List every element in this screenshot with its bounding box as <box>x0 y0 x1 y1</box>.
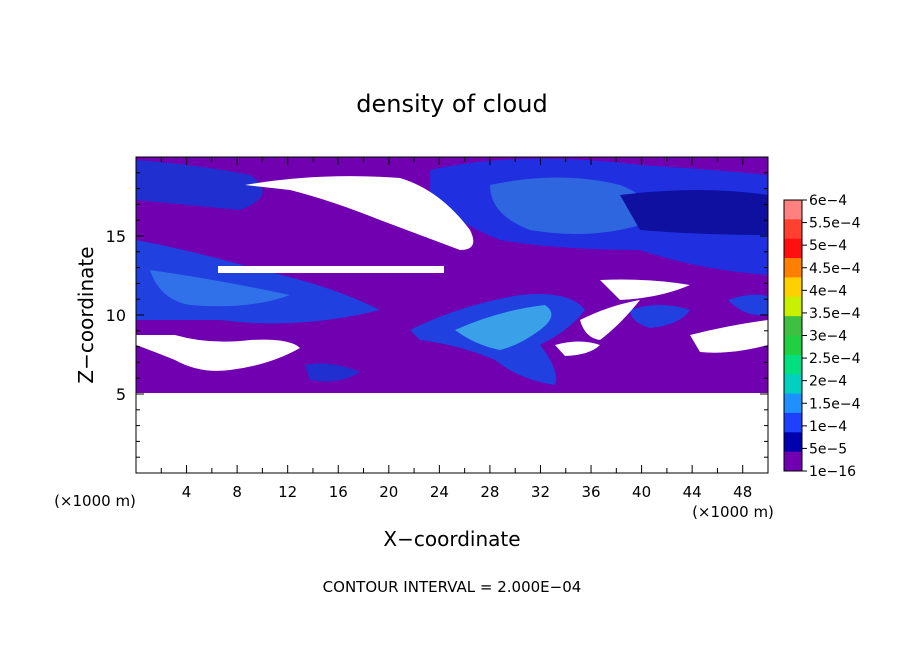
center-cloud-core <box>455 305 552 350</box>
y-tick-label: 15 <box>106 227 126 246</box>
y-axis-label: Z−coordinate <box>74 246 98 383</box>
colorbar-label: 5e−4 <box>809 238 847 254</box>
upper-left-cloud <box>136 160 263 210</box>
colorbar-swatch <box>784 277 802 298</box>
upper-right-cloud-dark <box>620 190 768 235</box>
colorbar-swatch <box>784 296 802 317</box>
y-axis-unit: (×1000 m) <box>54 492 136 510</box>
clear-region-right <box>690 320 768 353</box>
colorbar-swatch <box>784 393 802 414</box>
x-tick-label: 44 <box>683 483 702 501</box>
y-tick-label: 5 <box>116 385 126 404</box>
x-tick-label: 8 <box>232 483 242 501</box>
x-tick-label: 12 <box>278 483 297 501</box>
colorbar-swatch <box>784 354 802 375</box>
clear-region-center-right <box>580 300 640 340</box>
x-tick-label: 36 <box>581 483 600 501</box>
colorbar-label: 3e−4 <box>809 329 847 345</box>
x-tick-label: 20 <box>379 483 398 501</box>
colorbar-label: 1.5e−4 <box>809 396 861 412</box>
colorbar-label: 2e−4 <box>809 374 847 390</box>
contour-interval-note: CONTOUR INTERVAL = 2.000E−04 <box>323 578 582 596</box>
x-axis-label: X−coordinate <box>383 527 520 551</box>
chart-title: density of cloud <box>356 90 547 118</box>
colorbar-swatch <box>784 238 802 259</box>
colorbar-label: 1e−16 <box>809 464 856 480</box>
clear-band <box>218 266 444 273</box>
clear-region-left <box>136 335 300 371</box>
colorbar-label: 2.5e−4 <box>809 351 861 367</box>
x-axis: 4 8 12 16 20 24 28 32 36 40 44 48 <box>160 157 752 501</box>
colorbar: 6e−4 5.5e−4 5e−4 4.5e−4 4e−4 3.5e−4 3e−4 2.5e−4… <box>783 193 861 480</box>
colorbar-label: 5e−5 <box>809 441 847 457</box>
colorbar-swatch <box>784 374 802 395</box>
clear-region-top-right <box>600 279 690 300</box>
low-cloud <box>305 363 360 382</box>
cloud-field <box>136 157 768 393</box>
colorbar-swatch <box>784 258 802 278</box>
y-tick-label: 10 <box>106 306 126 325</box>
colorbar-swatch <box>784 219 802 240</box>
far-right-small-cloud <box>728 294 768 316</box>
colorbar-label: 5.5e−4 <box>809 216 861 232</box>
colorbar-swatch <box>784 432 802 453</box>
colorbar-label: 4.5e−4 <box>809 261 861 277</box>
colorbar-label: 6e−4 <box>809 193 847 209</box>
colorbar-swatch <box>784 316 802 336</box>
x-tick-label: 4 <box>182 483 192 501</box>
y-axis: 5 10 15 <box>106 172 768 458</box>
x-tick-label: 28 <box>480 483 499 501</box>
clear-region-mid <box>555 341 600 356</box>
colorbar-swatch <box>784 451 802 472</box>
x-tick-label: 40 <box>632 483 651 501</box>
colorbar-swatch <box>784 335 802 356</box>
plot-area <box>135 156 769 474</box>
x-axis-unit: (×1000 m) <box>692 503 774 521</box>
upper-right-cloud-core <box>490 177 647 234</box>
x-tick-label: 16 <box>329 483 348 501</box>
left-cloud-core <box>150 270 290 307</box>
x-tick-label: 48 <box>733 483 752 501</box>
colorbar-swatch <box>784 412 802 433</box>
clear-region-top <box>245 176 474 250</box>
x-tick-label: 32 <box>531 483 550 501</box>
colorbar-label: 4e−4 <box>809 283 847 299</box>
x-tick-label: 24 <box>430 483 449 501</box>
colorbar-label: 3.5e−4 <box>809 306 861 322</box>
right-small-cloud <box>630 305 690 328</box>
colorbar-swatch <box>784 200 802 220</box>
colorbar-label: 1e−4 <box>809 419 847 435</box>
